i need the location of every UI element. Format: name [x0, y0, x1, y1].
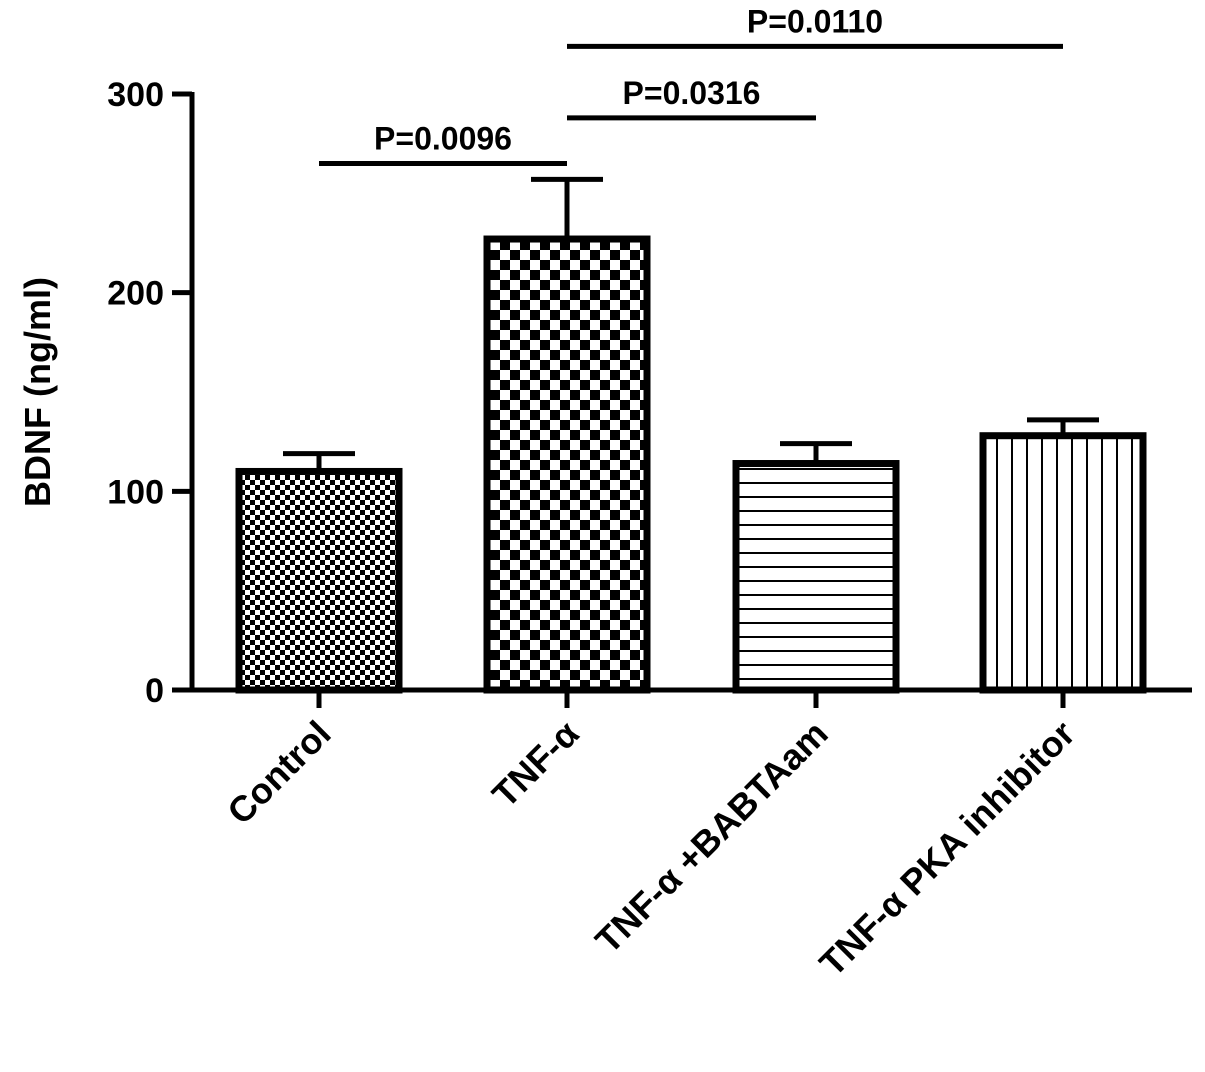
y-tick-label: 100 [107, 473, 164, 511]
x-tick-label: Control [219, 713, 338, 832]
y-tick-label: 300 [107, 76, 164, 114]
bar-1 [483, 235, 651, 694]
significance-layer: P=0.0096 P=0.0316 P=0.0110 [319, 3, 1063, 167]
bar-3 [979, 432, 1147, 694]
significance-label: P=0.0096 [374, 121, 512, 157]
y-tick-label: 0 [145, 672, 164, 710]
significance-label: P=0.0316 [623, 75, 761, 111]
bar-0 [235, 467, 403, 694]
y-tick-label: 200 [107, 275, 164, 313]
y-axis-label: BDNF (ng/ml) [17, 277, 58, 507]
bars-layer [235, 176, 1147, 694]
x-tick-label: TNF-α [484, 713, 587, 816]
significance-label: P=0.0110 [747, 3, 883, 39]
bar-2 [732, 460, 900, 694]
x-tick-label: TNF-α +BABTAam [587, 713, 836, 962]
x-tick-label: TNF-α PKA inhibitor [811, 713, 1082, 984]
